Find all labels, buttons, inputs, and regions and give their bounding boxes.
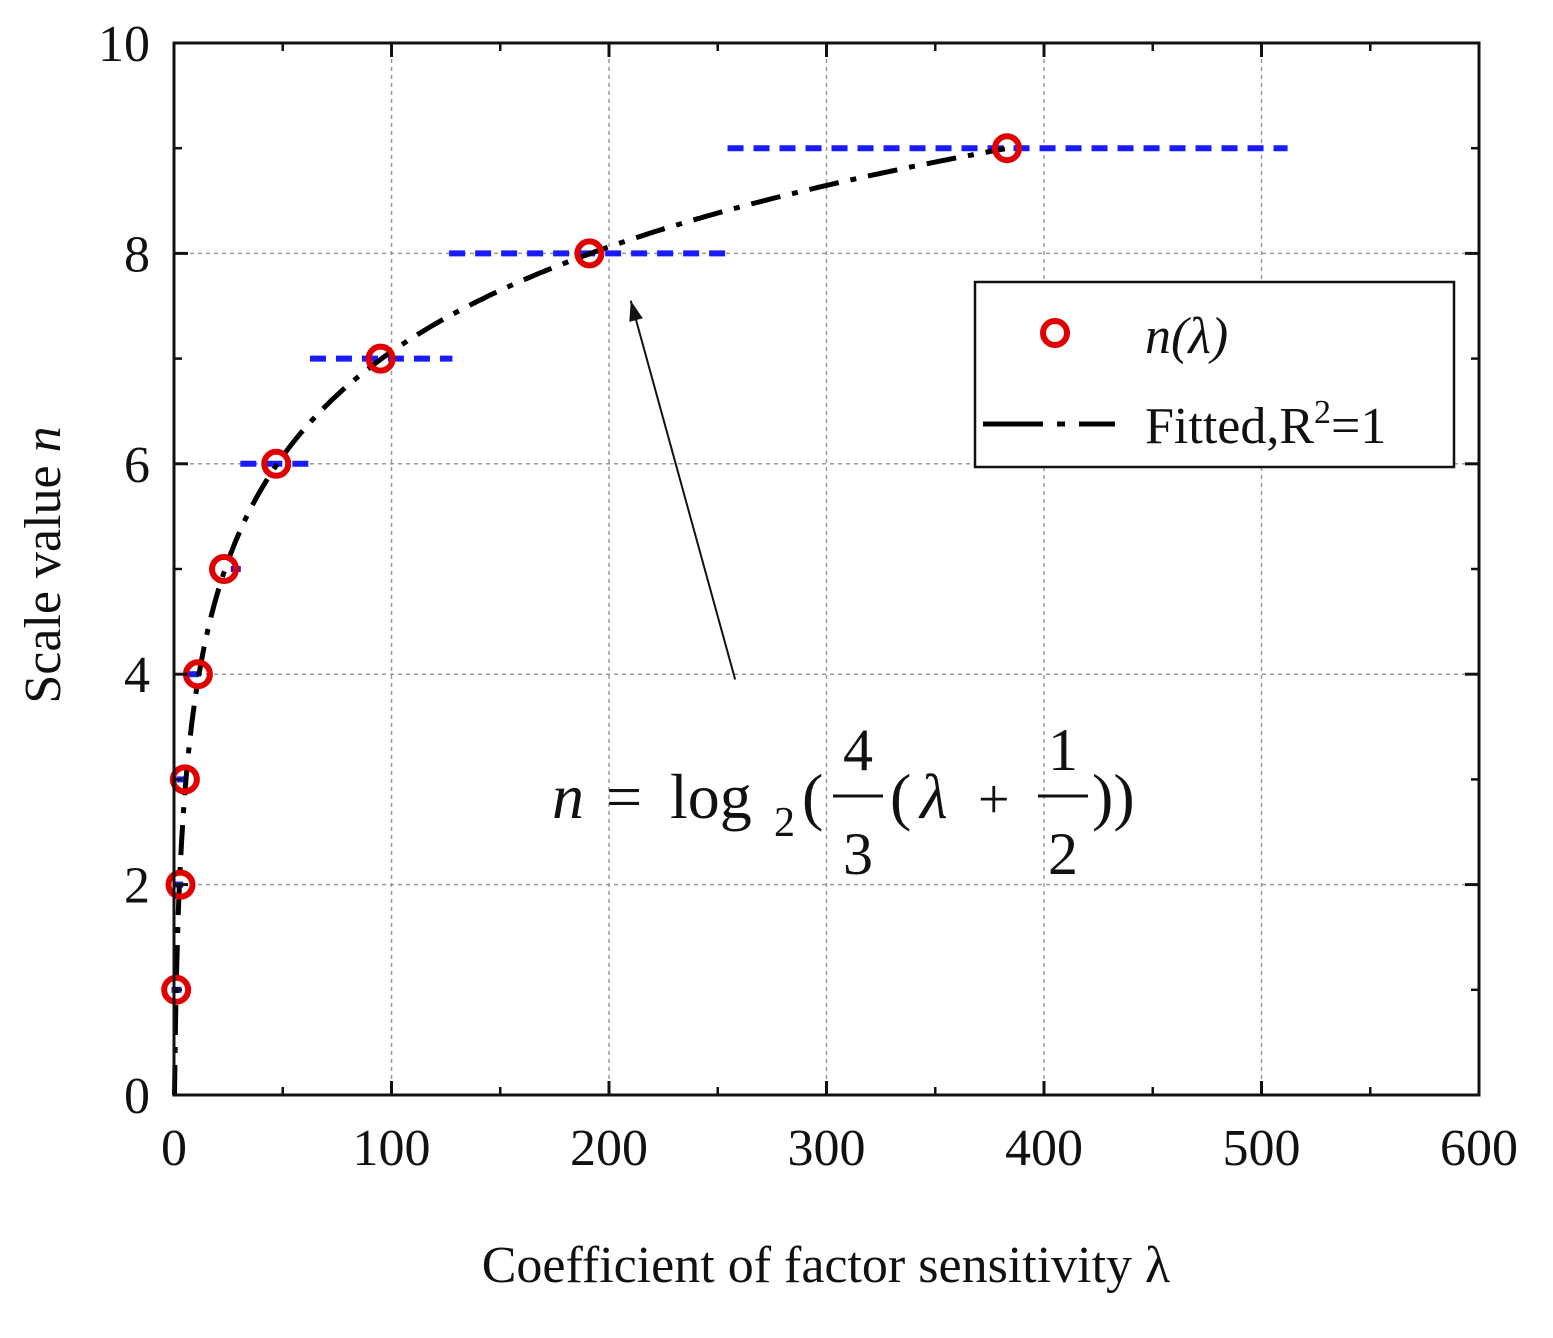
formula-close: )) — [1092, 761, 1135, 832]
formula-base: 2 — [774, 800, 795, 846]
grid-layer — [174, 43, 1479, 1095]
legend-label-fitted-tail: =1 — [1331, 398, 1386, 455]
formula-log: log — [670, 761, 752, 832]
formula-open2: ( — [890, 761, 911, 832]
y-tick-label: 4 — [124, 647, 150, 704]
ticks-layer — [172, 41, 1481, 1097]
formula-eq: = — [606, 761, 642, 832]
formula-frac2-den: 2 — [1048, 821, 1078, 887]
legend-marker-circle — [1040, 318, 1070, 348]
data-point — [209, 554, 240, 584]
formula-frac2-num: 1 — [1048, 717, 1078, 783]
legend-label-fitted: Fitted,R2=1 — [1145, 394, 1386, 455]
data-point — [161, 974, 192, 1005]
x-tick-label: 300 — [788, 1120, 866, 1177]
y-tick-label: 10 — [98, 16, 150, 73]
data-point — [365, 343, 396, 374]
formula-lhs: n — [552, 761, 584, 832]
y-axis-title-text: Scale value — [15, 452, 72, 703]
y-axis-title: Scale value n — [15, 426, 72, 703]
legend: n(λ) Fitted,R2=1 — [973, 280, 1456, 469]
data-point — [992, 133, 1023, 164]
data-point — [574, 238, 605, 269]
annotation-arrow-line — [629, 300, 737, 680]
formula-frac1-num: 4 — [843, 717, 873, 783]
x-tick-label: 400 — [1005, 1120, 1083, 1177]
legend-label-n-lambda: n(λ) — [1145, 308, 1228, 365]
x-tick-label: 600 — [1440, 1120, 1518, 1177]
formula: n = log 2 ( 4 3 ( λ + 1 2 )) — [552, 717, 1135, 887]
plot-frame — [172, 41, 1481, 1097]
data-point — [261, 448, 292, 479]
markers-layer — [161, 133, 1023, 1005]
legend-label-fitted-sup: 2 — [1314, 394, 1331, 431]
fitted-curve — [172, 146, 1006, 1096]
legend-label-fitted-main: Fitted,R — [1145, 398, 1314, 455]
formula-frac1-den: 3 — [843, 821, 873, 887]
legend-box — [973, 280, 1456, 469]
x-tick-label: 500 — [1223, 1120, 1301, 1177]
y-tick-label: 6 — [124, 437, 150, 494]
formula-open1: ( — [802, 761, 823, 832]
y-tick-label: 8 — [124, 226, 150, 283]
intervals-layer — [171, 145, 1288, 993]
tick-labels-layer: 0 100 200 300 400 500 600 0 2 4 6 8 10 — [98, 16, 1518, 1177]
x-axis-title: Coefficient of factor sensitivity λ — [482, 1237, 1171, 1294]
x-tick-label: 0 — [161, 1120, 187, 1177]
formula-plus: + — [978, 769, 1010, 831]
annotation-arrow-head — [629, 300, 643, 322]
x-tick-label: 100 — [353, 1120, 431, 1177]
y-tick-label: 0 — [124, 1068, 150, 1125]
annotation-arrow — [629, 300, 737, 680]
data-point — [165, 869, 196, 900]
y-axis-title-var: n — [15, 426, 72, 452]
x-tick-label: 200 — [570, 1120, 648, 1177]
fit-layer — [172, 146, 1006, 1096]
y-tick-label: 2 — [124, 858, 150, 915]
formula-var: λ — [918, 761, 948, 832]
